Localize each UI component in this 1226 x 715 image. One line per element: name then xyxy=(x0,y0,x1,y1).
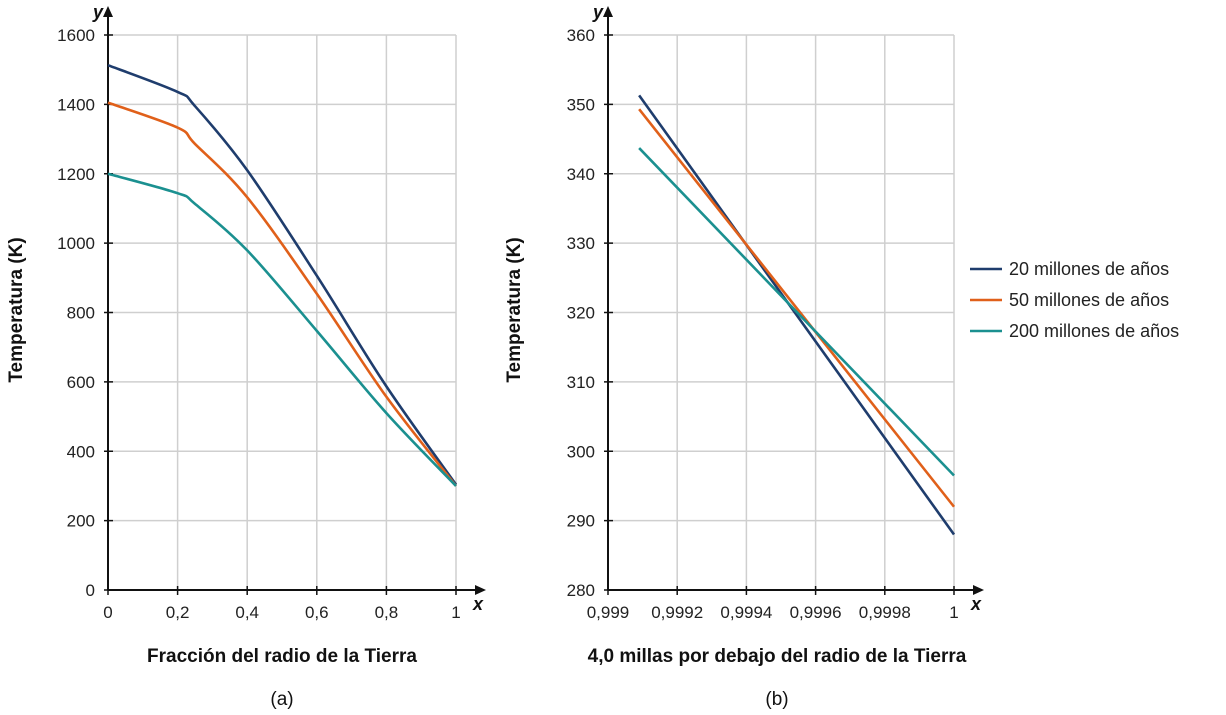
y-tick-label: 350 xyxy=(567,95,595,114)
y-axis-arrow-icon xyxy=(103,6,113,17)
y-tick-label: 1200 xyxy=(57,165,95,184)
y-axis-title: Temperatura (K) xyxy=(504,237,525,382)
y-tick-label: 1600 xyxy=(57,26,95,45)
y-tick-label: 300 xyxy=(567,442,595,461)
legend: 20 millones de años 50 millones de años 20… xyxy=(970,259,1179,341)
x-tick-label: 0,6 xyxy=(305,603,329,622)
y-tick-label: 600 xyxy=(67,373,95,392)
x-axis-title: 4,0 millas por debajo del radio de la Ti… xyxy=(588,646,967,667)
series-line-2 xyxy=(638,108,956,508)
x-tick-label: 0,9998 xyxy=(859,603,911,622)
y-tick-label: 0 xyxy=(86,581,95,600)
y-tick-label: 800 xyxy=(67,304,95,323)
y-axis-arrow-icon xyxy=(603,6,613,17)
series-line-2 xyxy=(107,101,458,487)
x-axis-variable: x xyxy=(970,594,982,614)
y-axis-variable: y xyxy=(92,2,104,22)
series-line-3 xyxy=(638,147,955,477)
chart-b: 0,999 0,9992 0,9994 0,9996 0,9998 1 280 290 300 3… xyxy=(504,2,984,710)
chart-caption: (b) xyxy=(765,689,788,710)
x-axis-variable: x xyxy=(472,594,484,614)
x-axis-arrow-icon xyxy=(475,585,486,595)
series-line-3 xyxy=(107,172,457,487)
x-tick-label: 0,999 xyxy=(587,603,630,622)
x-axis-title: Fracción del radio de la Tierra xyxy=(147,646,417,667)
y-tick-label: 330 xyxy=(567,234,595,253)
y-tick-label: 400 xyxy=(67,442,95,461)
series-line-1 xyxy=(107,63,458,486)
chart-a: 0 0,2 0,4 0,6 0,8 1 0 200 400 600 800 1000 1200 1400 1… xyxy=(6,2,486,710)
x-tick-label: 0,9996 xyxy=(790,603,842,622)
chart-caption: (a) xyxy=(270,689,293,710)
x-tick-label: 0 xyxy=(103,603,112,622)
y-tick-label: 360 xyxy=(567,26,595,45)
y-axis-title: Temperatura (K) xyxy=(6,237,27,382)
x-tick-label: 0,9994 xyxy=(720,603,772,622)
y-tick-label: 290 xyxy=(567,512,595,531)
y-tick-label: 280 xyxy=(567,581,595,600)
x-tick-label: 0,9992 xyxy=(651,603,703,622)
y-tick-label: 1000 xyxy=(57,234,95,253)
y-tick-label: 200 xyxy=(67,512,95,531)
y-axis-variable: y xyxy=(592,2,604,22)
y-tick-label: 310 xyxy=(567,373,595,392)
y-tick-label: 340 xyxy=(567,165,595,184)
x-tick-label: 0,2 xyxy=(166,603,190,622)
series-line-1 xyxy=(638,94,956,536)
x-axis-arrow-icon xyxy=(973,585,984,595)
y-tick-label: 1400 xyxy=(57,95,95,114)
x-tick-label: 1 xyxy=(451,603,460,622)
legend-label: 200 millones de años xyxy=(1009,321,1179,341)
x-tick-label: 0,8 xyxy=(375,603,399,622)
legend-label: 20 millones de años xyxy=(1009,259,1169,279)
x-tick-label: 1 xyxy=(949,603,958,622)
y-tick-label: 320 xyxy=(567,304,595,323)
legend-label: 50 millones de años xyxy=(1009,290,1169,310)
x-tick-label: 0,4 xyxy=(235,603,259,622)
